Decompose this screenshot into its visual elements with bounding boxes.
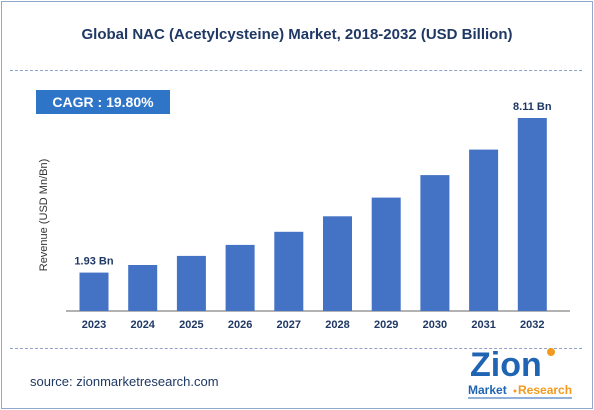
bar-2023 <box>79 272 109 311</box>
footer-divider <box>10 348 582 349</box>
bars-group <box>79 118 547 311</box>
x-tick-label-2028: 2028 <box>325 319 349 331</box>
bar-2030 <box>420 175 450 311</box>
cagr-badge: CAGR : 19.80% <box>36 90 170 114</box>
bar-2027 <box>274 231 304 311</box>
data-label-2023: 1.93 Bn <box>74 256 113 268</box>
bar-2024 <box>128 265 158 311</box>
logo-subtitle-left: Market <box>468 383 507 397</box>
title-divider <box>10 70 582 71</box>
source-text: source: zionmarketresearch.com <box>30 374 219 389</box>
logo-subtitle-right: Research <box>518 383 572 397</box>
bar-2031 <box>469 149 499 311</box>
chart-title: Global NAC (Acetylcysteine) Market, 2018… <box>81 26 513 43</box>
bar-2028 <box>323 216 352 311</box>
x-tick-label-2029: 2029 <box>374 319 398 331</box>
logo-word: Zion <box>470 346 542 384</box>
logo-dot-icon <box>547 348 555 356</box>
x-tick-labels-group: 2023 2024 2025 2026 2027 2028 2029 2030 2031 2032 <box>82 319 545 331</box>
x-tick-label-2031: 2031 <box>471 319 495 331</box>
x-tick-label-2027: 2027 <box>277 319 301 331</box>
x-tick-label-2030: 2030 <box>423 319 447 331</box>
bar-2032 <box>517 118 547 311</box>
x-tick-label-2024: 2024 <box>130 319 155 331</box>
bar-2026 <box>225 244 255 311</box>
data-label-2032: 8.11 Bn <box>513 101 552 113</box>
x-tick-label-2023: 2023 <box>82 319 106 331</box>
logo-separator-dot-icon <box>513 389 517 393</box>
x-tick-label-2026: 2026 <box>228 319 252 331</box>
bar-2029 <box>371 197 401 311</box>
x-tick-label-2032: 2032 <box>520 319 544 331</box>
bar-labels-group: 1.93 Bn 8.11 Bn <box>74 101 551 268</box>
x-tick-label-2025: 2025 <box>179 319 203 331</box>
zion-logo: Zion Market Research <box>466 340 576 402</box>
bar-2025 <box>176 255 206 311</box>
